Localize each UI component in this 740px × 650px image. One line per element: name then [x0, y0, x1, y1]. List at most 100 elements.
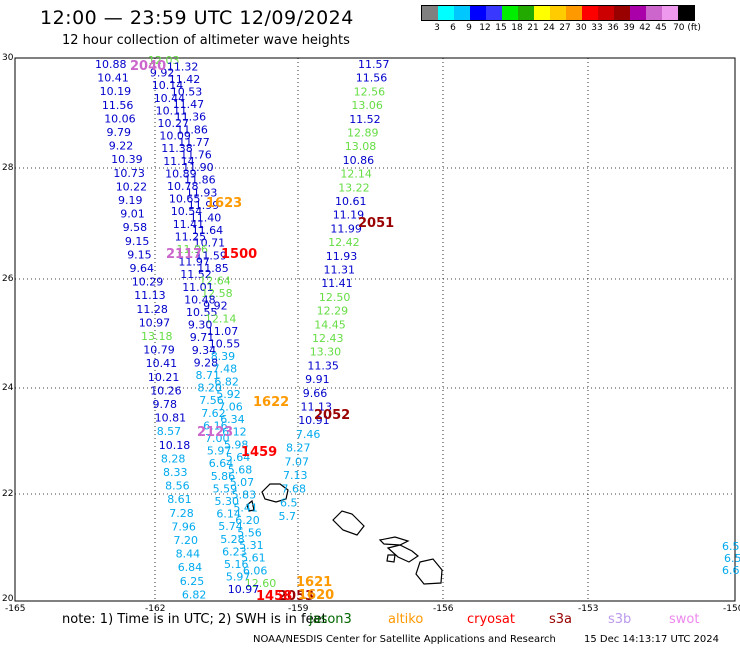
color-swatch: [470, 6, 486, 20]
pass-time-label: 2052: [314, 408, 350, 423]
wave-height-value: 11.93: [326, 250, 358, 263]
page-title: 12:00 — 23:59 UTC 12/09/2024: [40, 7, 354, 29]
wave-height-value: 5.41: [233, 501, 258, 514]
oahu-island: [332, 510, 365, 536]
big-island: [415, 558, 443, 585]
wave-height-value: 10.19: [100, 85, 132, 98]
color-swatch: [550, 6, 566, 20]
color-scale-label: 33: [591, 23, 603, 33]
wave-height-value: 9.58: [123, 221, 148, 234]
maui-island: [386, 544, 420, 563]
color-scale-label: 45: [655, 23, 667, 33]
color-swatch: [646, 6, 662, 20]
wave-height-value: 5.28: [220, 533, 245, 546]
wave-height-value: 10.18: [159, 439, 191, 452]
wave-height-value: 7.56: [199, 394, 224, 407]
wave-height-value: 12.89: [347, 127, 379, 140]
color-scale-swatches: [421, 5, 695, 21]
wave-height-value: 12.43: [312, 332, 344, 345]
lat-tick-label: 22: [2, 489, 13, 499]
wave-height-value: 9.30: [188, 319, 213, 332]
wave-height-value: 10.91: [298, 414, 330, 427]
wave-height-value: 11.56: [102, 99, 133, 112]
lon-tick-label: -156: [433, 604, 454, 614]
lon-tick-label: -159: [288, 604, 309, 614]
wave-height-value: 9.78: [153, 398, 178, 411]
wave-height-value: 5.83: [232, 489, 257, 502]
wave-height-value: 6.82: [214, 375, 239, 388]
wave-height-value: 10.88: [95, 58, 127, 71]
wave-height-value: 8.20: [197, 382, 222, 395]
wave-height-value: 11.19: [333, 209, 365, 222]
pass-time-label: 2117: [166, 247, 202, 262]
wave-height-value: 5.07: [230, 476, 255, 489]
wave-height-value: 8.28: [161, 452, 186, 465]
color-scale-label: 3: [434, 23, 440, 33]
wave-height-value: 10.73: [113, 167, 144, 180]
lat-tick-label: 28: [2, 163, 14, 173]
wave-height-value: 6.5: [280, 496, 298, 509]
wave-height-value: 7.00: [205, 432, 230, 445]
wave-height-value: 9.71: [190, 331, 215, 344]
wave-height-value: 7.28: [169, 507, 194, 520]
wave-height-value: 5.64: [226, 451, 251, 464]
color-swatch: [486, 6, 502, 20]
color-scale-label: 70 (ft): [673, 23, 701, 33]
color-swatch: [662, 6, 678, 20]
wave-height-value: 5.7: [279, 510, 297, 523]
wave-height-value: 8.39: [211, 350, 236, 363]
wave-height-value: 12.56: [354, 85, 386, 98]
color-scale-label: 24: [543, 23, 555, 33]
color-swatch: [630, 6, 646, 20]
pass-time-label: 1500: [221, 247, 257, 262]
wave-height-value: 7.96: [171, 520, 196, 533]
wave-height-value: 10.97: [228, 583, 259, 596]
wave-height-value: 6.14: [216, 508, 241, 521]
wave-height-value: 11.32: [167, 60, 199, 73]
lon-tick-label: -150: [723, 604, 740, 614]
wave-height-value: 9.15: [127, 248, 152, 261]
color-scale-label: 12: [479, 23, 491, 33]
footer-timestamp: 15 Dec 14:13:17 UTC 2024: [584, 634, 719, 645]
map-frame: [14, 57, 736, 602]
wave-height-value: 10.86: [343, 154, 375, 167]
map-gridlines: [15, 58, 735, 601]
legend-s3b: s3b: [608, 612, 632, 627]
pass-time-label: 1458: [256, 589, 292, 604]
wave-height-value: 7.48: [213, 363, 238, 376]
wave-height-value: 11.86: [176, 123, 208, 136]
wave-height-value: 12.64: [199, 275, 231, 288]
wave-height-value: 11.96: [177, 243, 209, 256]
wave-height-value: 10.97: [139, 316, 171, 329]
wave-height-value: 10.78: [167, 180, 199, 193]
wave-height-value: 13.30: [310, 346, 342, 359]
axis-tick-labels: 30 28 26 24 22 20-165 -162 -159 -156 -153 -150: [2, 53, 740, 614]
color-swatch: [614, 6, 630, 20]
wave-height-value: 7.13: [283, 469, 308, 482]
color-scale-label: 27: [559, 23, 571, 33]
wave-height-value: 11.97: [178, 256, 210, 269]
wave-height-value: 9.66: [303, 387, 328, 400]
color-swatch: [518, 6, 534, 20]
color-scale: 3 6 9 12 15 18 21 24 27 30 33 36 39 42 45 70 (ft): [421, 5, 701, 35]
wave-height-value: 10.65: [169, 193, 201, 206]
lat-tick-label: 24: [2, 383, 14, 393]
wave-height-value: 10.41: [97, 72, 129, 85]
wave-height-value: 7.06: [218, 401, 243, 414]
legend-altiko: altiko: [388, 612, 424, 627]
legend-s3a: s3a: [549, 612, 573, 627]
wave-height-value: 11.76: [180, 149, 212, 162]
wave-height-value: 11.99: [188, 199, 220, 212]
wave-height-value: 5.68: [228, 464, 253, 477]
wave-height-value: 8.56: [165, 480, 190, 493]
wave-height-value: 10.41: [146, 357, 178, 370]
lanai-island: [386, 554, 396, 563]
color-scale-label: 6: [450, 23, 456, 33]
wave-height-value: 6.82: [182, 588, 207, 601]
wave-height-value: 10.06: [104, 112, 136, 125]
color-scale-label: 15: [495, 23, 507, 33]
wave-height-value: 5.56: [237, 527, 261, 540]
wave-height-value: 11.64: [192, 224, 224, 237]
wave-height-value: 8.57: [157, 425, 182, 438]
